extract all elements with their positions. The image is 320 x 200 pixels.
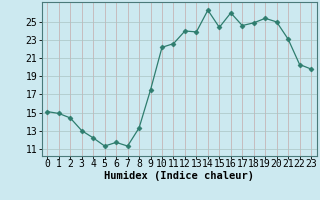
X-axis label: Humidex (Indice chaleur): Humidex (Indice chaleur) xyxy=(104,171,254,181)
